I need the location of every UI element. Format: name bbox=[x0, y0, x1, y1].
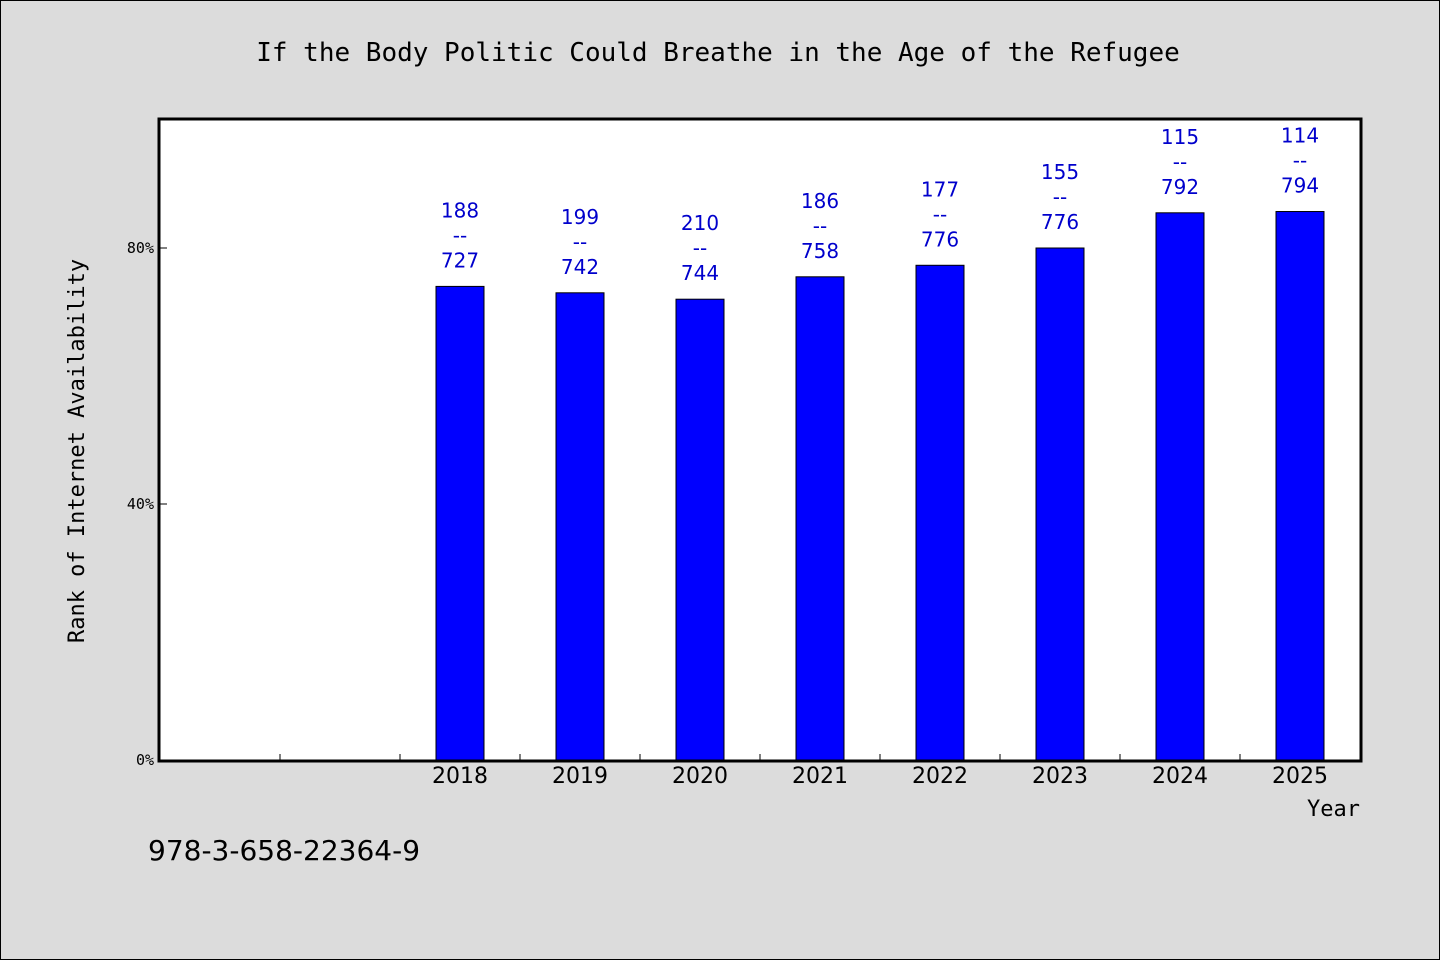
y-tick-label: 40% bbox=[127, 495, 154, 513]
x-tick-label: 2023 bbox=[1032, 764, 1088, 789]
x-axis-label: Year bbox=[1307, 797, 1360, 822]
bar-label-separator: -- bbox=[813, 214, 827, 238]
bar-label-bottom: 792 bbox=[1161, 175, 1199, 199]
bar-2023 bbox=[1035, 247, 1085, 761]
x-tick-label: 2025 bbox=[1272, 764, 1328, 789]
bar-label-bottom: 776 bbox=[921, 227, 959, 251]
x-tick-label: 2020 bbox=[672, 764, 728, 789]
ticks-layer: 0% 40% 80% 2018 2019 2020 2021 2022 2023 2024 2025 bbox=[127, 239, 1328, 789]
isbn-text: 978-3-658-22364-9 bbox=[148, 834, 421, 867]
bar-2024 bbox=[1155, 212, 1205, 761]
chart-title: If the Body Politic Could Breathe in the… bbox=[256, 38, 1180, 68]
bar-2020 bbox=[675, 298, 725, 761]
bar-2018 bbox=[435, 285, 485, 761]
bar-2022 bbox=[915, 264, 965, 761]
x-tick-label: 2019 bbox=[552, 764, 608, 789]
y-axis-label: Rank of Internet Availability bbox=[65, 259, 90, 643]
bar-label-top: 210 bbox=[681, 211, 719, 235]
x-tick-label: 2021 bbox=[792, 764, 848, 789]
bars-layer: 188--727199--742210--744186--758177--776… bbox=[435, 124, 1325, 761]
bar-label-top: 177 bbox=[921, 177, 959, 201]
bar-label-separator: -- bbox=[693, 236, 707, 260]
bar-label-top: 114 bbox=[1281, 124, 1319, 148]
bar-2019 bbox=[555, 292, 605, 761]
bar-label-top: 188 bbox=[441, 198, 479, 222]
bar-label-bottom: 742 bbox=[561, 255, 599, 279]
bar-label-separator: -- bbox=[1293, 149, 1307, 173]
y-tick-label: 80% bbox=[127, 239, 154, 257]
y-tick-label: 0% bbox=[136, 751, 154, 769]
bar-label-separator: -- bbox=[453, 223, 467, 247]
x-tick-label: 2022 bbox=[912, 764, 968, 789]
bar-label-separator: -- bbox=[1173, 150, 1187, 174]
bar-label-top: 186 bbox=[801, 189, 839, 213]
bar-label-separator: -- bbox=[1053, 185, 1067, 209]
bar-label-bottom: 758 bbox=[801, 239, 839, 263]
x-tick-label: 2024 bbox=[1152, 764, 1208, 789]
bar-label-separator: -- bbox=[933, 202, 947, 226]
bar-label-top: 155 bbox=[1041, 160, 1079, 184]
bar-2025 bbox=[1275, 211, 1325, 761]
bar-label-bottom: 727 bbox=[441, 248, 479, 272]
bar-label-separator: -- bbox=[573, 230, 587, 254]
bar-2021 bbox=[795, 276, 845, 761]
bar-label-top: 115 bbox=[1161, 125, 1199, 149]
bar-label-bottom: 776 bbox=[1041, 210, 1079, 234]
bar-label-top: 199 bbox=[561, 205, 599, 229]
bar-label-bottom: 744 bbox=[681, 261, 719, 285]
bar-label-bottom: 794 bbox=[1281, 174, 1319, 198]
x-tick-label: 2018 bbox=[432, 764, 488, 789]
